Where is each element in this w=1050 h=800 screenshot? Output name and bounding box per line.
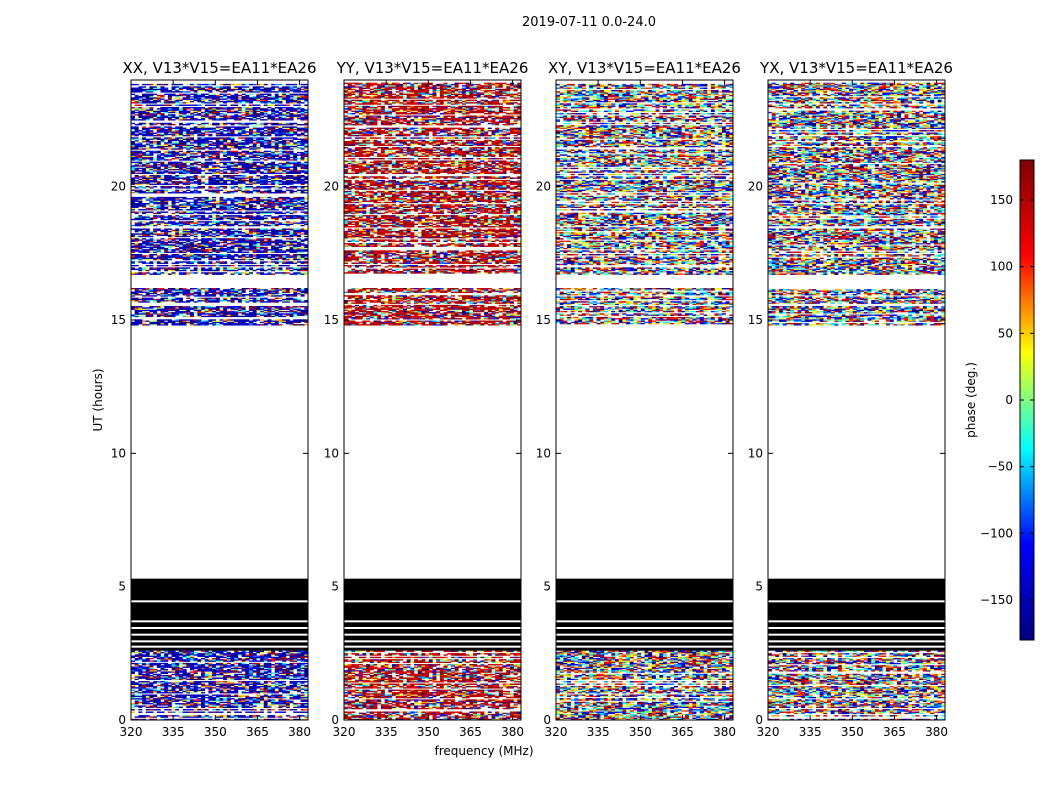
- y-tick-label: 15: [111, 313, 126, 327]
- panel-title: YX, V13*V15=EA11*EA26: [759, 59, 953, 77]
- x-tick-label: 320: [333, 725, 356, 739]
- y-tick-label: 10: [324, 446, 339, 460]
- y-axis-label: UT (hours): [91, 368, 105, 431]
- y-tick-label: 0: [755, 713, 763, 727]
- y-tick-label: 20: [748, 180, 763, 194]
- panel-frame: [343, 79, 522, 721]
- y-tick-label: 15: [536, 313, 551, 327]
- x-tick-label: 380: [713, 725, 736, 739]
- y-tick-label: 20: [111, 180, 126, 194]
- x-tick-label: 365: [883, 725, 906, 739]
- x-tick-label: 320: [757, 725, 780, 739]
- x-tick-label: 350: [841, 725, 864, 739]
- y-tick-label: 0: [118, 713, 126, 727]
- panel-title: YY, V13*V15=EA11*EA26: [336, 59, 529, 77]
- y-tick-label: 10: [748, 446, 763, 460]
- colorbar-tick-label: −150: [980, 593, 1013, 607]
- panel-title: XX, V13*V15=EA11*EA26: [122, 59, 316, 77]
- heatmap-cells: [556, 83, 734, 721]
- flagged-region: [131, 578, 308, 651]
- x-tick-label: 350: [204, 725, 227, 739]
- x-tick-label: 350: [417, 725, 440, 739]
- colorbar-tick-label: −50: [988, 460, 1013, 474]
- y-tick-label: 5: [755, 580, 763, 594]
- panel-2: YY, V13*V15=EA11*EA26 0 5 10 15 20 320 335 350 36…: [324, 59, 529, 739]
- panel-title: XY, V13*V15=EA11*EA26: [548, 59, 741, 77]
- panel-3: XY, V13*V15=EA11*EA26 0 5 10 15 20 320 335 350 36…: [536, 59, 741, 739]
- x-tick-label: 335: [162, 725, 185, 739]
- colorbar-label: phase (deg.): [964, 362, 978, 438]
- y-tick-label: 5: [331, 580, 339, 594]
- x-tick-label: 380: [925, 725, 948, 739]
- y-tick-label: 15: [748, 313, 763, 327]
- y-tick-label: 10: [536, 446, 551, 460]
- colorbar-tick-label: 150: [990, 193, 1013, 207]
- x-tick-label: 380: [288, 725, 311, 739]
- colorbar-tick-label: 0: [1005, 393, 1013, 407]
- y-tick-label: 0: [331, 713, 339, 727]
- colorbar-ticks: −150 −100 −50 0 50 100 150: [980, 193, 1034, 607]
- x-tick-label: 335: [799, 725, 822, 739]
- x-axis-label: frequency (MHz): [434, 744, 533, 758]
- x-tick-label: 365: [671, 725, 694, 739]
- colorbar: −150 −100 −50 0 50 100 150 phase (deg.): [964, 159, 1035, 641]
- y-tick-label: 0: [543, 713, 551, 727]
- heatmap-cells: [768, 82, 946, 721]
- x-tick-label: 335: [375, 725, 398, 739]
- heatmap-cells: [344, 82, 522, 721]
- panels: XX, V13*V15=EA11*EA26 0 5 10 15 20 320 335 350 36…: [111, 59, 953, 739]
- y-tick-label: 15: [324, 313, 339, 327]
- y-tick-label: 20: [324, 180, 339, 194]
- y-tick-label: 20: [536, 180, 551, 194]
- x-tick-label: 380: [501, 725, 524, 739]
- flagged-region: [344, 578, 521, 651]
- colorbar-tick-label: −100: [980, 526, 1013, 540]
- colorbar-tick-label: 50: [998, 326, 1013, 340]
- x-tick-label: 365: [246, 725, 269, 739]
- panel-frame: [130, 79, 309, 721]
- flagged-region: [768, 578, 945, 651]
- x-tick-label: 365: [459, 725, 482, 739]
- y-tick-label: 10: [111, 446, 126, 460]
- y-tick-label: 5: [118, 580, 126, 594]
- colorbar-tick-label: 100: [990, 260, 1013, 274]
- x-tick-label: 320: [120, 725, 143, 739]
- heatmap-cells: [131, 83, 309, 721]
- panel-4: YX, V13*V15=EA11*EA26 0 5 10 15 20 320 335 350 36…: [748, 59, 953, 739]
- panel-1: XX, V13*V15=EA11*EA26 0 5 10 15 20 320 335 350 36…: [111, 59, 317, 739]
- x-tick-label: 320: [545, 725, 568, 739]
- figure-suptitle: 2019-07-11 0.0-24.0: [522, 15, 656, 30]
- panel-frame: [767, 79, 946, 721]
- x-tick-label: 350: [629, 725, 652, 739]
- flagged-region: [556, 578, 733, 651]
- panel-frame: [555, 79, 734, 721]
- y-tick-label: 5: [543, 580, 551, 594]
- x-tick-label: 335: [587, 725, 610, 739]
